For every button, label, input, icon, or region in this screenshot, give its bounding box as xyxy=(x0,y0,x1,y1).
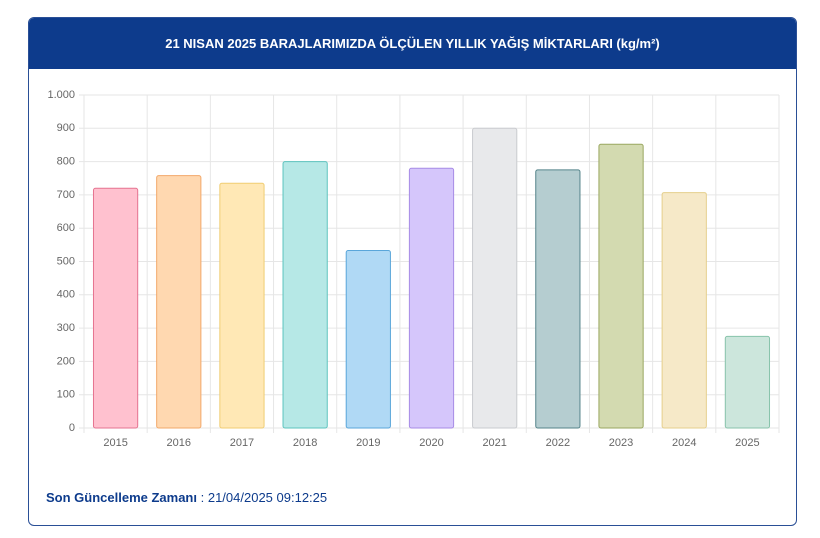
bar xyxy=(345,250,391,429)
bar xyxy=(219,182,265,429)
y-tick-label: 1.000 xyxy=(47,89,75,101)
y-tick-label: 900 xyxy=(57,122,75,134)
x-tick-label: 2015 xyxy=(103,437,127,449)
bar xyxy=(598,143,644,429)
x-tick-label: 2016 xyxy=(167,437,191,449)
x-tick-label: 2018 xyxy=(293,437,317,449)
y-tick-label: 0 xyxy=(69,422,75,434)
bar xyxy=(408,167,455,429)
y-tick-label: 300 xyxy=(57,322,75,334)
bar xyxy=(724,335,771,429)
y-tick-label: 600 xyxy=(57,222,75,234)
footer: Son Güncelleme Zamanı : 21/04/2025 09:12… xyxy=(46,490,327,505)
x-tick-label: 2025 xyxy=(735,437,759,449)
y-tick-label: 700 xyxy=(57,189,75,201)
bar xyxy=(535,169,581,429)
x-tick-label: 2019 xyxy=(356,437,380,449)
card: 21 NISAN 2025 BARAJLARIMIZDA ÖLÇÜLEN YIL… xyxy=(28,17,797,526)
y-tick-label: 400 xyxy=(57,289,75,301)
footer-label: Son Güncelleme Zamanı xyxy=(46,490,197,505)
x-tick-label: 2017 xyxy=(230,437,254,449)
bar xyxy=(92,187,139,429)
chart-title: 21 NISAN 2025 BARAJLARIMIZDA ÖLÇÜLEN YIL… xyxy=(29,18,796,69)
bar xyxy=(156,175,202,429)
x-tick-label: 2020 xyxy=(419,437,443,449)
x-tick-label: 2023 xyxy=(609,437,633,449)
y-tick-label: 500 xyxy=(57,255,75,267)
bar xyxy=(282,161,328,429)
y-tick-label: 100 xyxy=(57,389,75,401)
bar xyxy=(472,127,518,429)
bar xyxy=(661,192,707,429)
x-tick-label: 2021 xyxy=(482,437,506,449)
y-tick-label: 800 xyxy=(57,156,75,168)
x-tick-label: 2024 xyxy=(672,437,696,449)
footer-value: : 21/04/2025 09:12:25 xyxy=(200,490,328,505)
y-tick-label: 200 xyxy=(57,355,75,367)
x-tick-label: 2022 xyxy=(546,437,570,449)
